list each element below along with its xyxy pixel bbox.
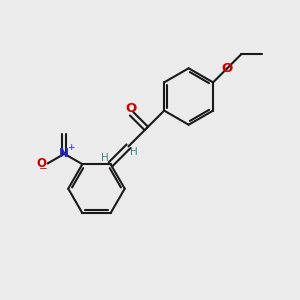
Text: O: O bbox=[125, 102, 136, 115]
Text: N: N bbox=[59, 147, 69, 160]
Text: H: H bbox=[130, 147, 138, 157]
Text: O: O bbox=[221, 62, 232, 75]
Text: +: + bbox=[67, 143, 75, 152]
Text: −: − bbox=[39, 164, 47, 174]
Text: H: H bbox=[101, 153, 109, 163]
Text: O: O bbox=[36, 157, 46, 170]
